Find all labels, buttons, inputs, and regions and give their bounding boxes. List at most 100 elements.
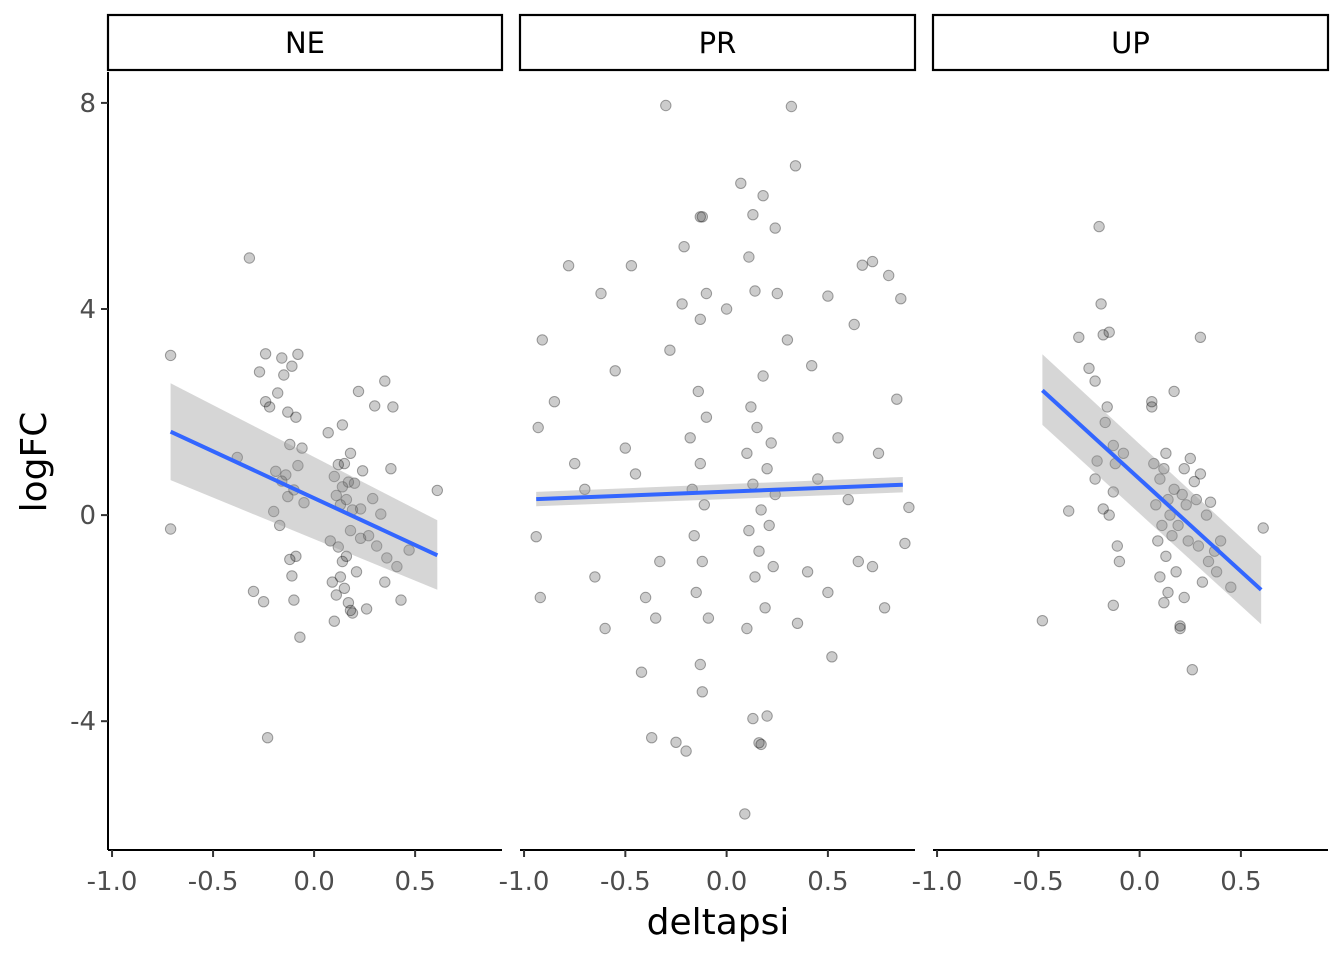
data-point [741, 447, 753, 459]
data-point [534, 591, 546, 604]
data-point [891, 393, 903, 405]
data-point [1101, 401, 1113, 413]
data-point [1146, 401, 1158, 413]
data-point [625, 260, 638, 272]
x-axis-ne: -1.0 -0.5 0.0 0.5 [87, 849, 502, 897]
data-point [532, 421, 544, 434]
data-point [1204, 496, 1217, 508]
data-point [720, 303, 733, 315]
data-point [848, 318, 860, 331]
data-point [352, 385, 365, 398]
data-point [1196, 576, 1209, 588]
data-point [276, 352, 288, 364]
data-point [702, 612, 715, 624]
data-point [822, 586, 834, 599]
data-point [866, 255, 879, 268]
data-point [367, 492, 379, 505]
data-point [375, 508, 387, 520]
data-point [589, 571, 601, 583]
data-point [340, 550, 353, 562]
data-point [769, 222, 781, 234]
data-point [1178, 591, 1190, 604]
data-point [354, 532, 367, 544]
data-point [1095, 298, 1107, 310]
data-point [164, 523, 177, 535]
data-point [755, 504, 767, 516]
data-point [635, 666, 648, 678]
data-point [348, 477, 361, 489]
data-point [336, 555, 349, 568]
data-point [1225, 581, 1237, 593]
data-point [1210, 566, 1223, 578]
data-point [286, 360, 298, 372]
y-axis: 8 4 0 -4 [70, 72, 109, 850]
data-point [338, 457, 351, 470]
data-point [294, 631, 306, 643]
data-point [739, 808, 751, 820]
data-point [1160, 550, 1172, 562]
x-tick-label: -1.0 [87, 867, 138, 897]
data-point [381, 552, 393, 564]
data-point [745, 401, 757, 413]
data-point [350, 566, 363, 578]
x-tick-label: -0.5 [188, 867, 239, 897]
data-point [369, 400, 381, 412]
data-point [1166, 530, 1178, 542]
facet-strip-ne [106, 13, 504, 72]
data-point [698, 499, 710, 511]
data-point [1063, 505, 1075, 517]
data-point [342, 597, 355, 609]
data-point [842, 493, 854, 506]
data-point [609, 365, 621, 377]
data-point [1158, 597, 1170, 609]
data-point [757, 370, 769, 382]
data-point [403, 544, 415, 556]
data-point [872, 447, 885, 459]
data-point [328, 470, 340, 483]
data-point [286, 570, 298, 582]
data-point [284, 438, 296, 451]
x-axis-title: deltapsi [647, 902, 790, 943]
data-point [1107, 439, 1120, 452]
data-point [1150, 499, 1162, 511]
data-point [1097, 503, 1109, 515]
data-point [530, 531, 542, 543]
data-point [280, 469, 292, 481]
data-point [1152, 535, 1164, 547]
data-point [1194, 331, 1207, 343]
x-tick-label: 0.0 [1119, 867, 1160, 897]
data-point [562, 260, 575, 272]
data-point [536, 334, 548, 346]
data-point [599, 622, 611, 635]
data-point [1158, 463, 1170, 475]
data-point [757, 190, 769, 202]
data-point [330, 489, 342, 502]
data-point [330, 589, 342, 601]
data-point [324, 535, 336, 547]
facet-strip-label: UP [1111, 26, 1150, 60]
data-point [1188, 475, 1201, 488]
data-point [743, 251, 755, 263]
data-point [362, 530, 375, 542]
data-point [749, 285, 761, 297]
data-point [1107, 486, 1120, 498]
data-point [379, 375, 391, 387]
fit-line [169, 429, 439, 558]
data-point [1168, 483, 1180, 495]
data-point [1154, 473, 1166, 485]
data-point [832, 432, 844, 444]
data-point [1214, 535, 1227, 547]
x-tick-label: 0.0 [706, 867, 747, 897]
data-point [761, 463, 773, 475]
data-point [1097, 329, 1109, 341]
data-point [692, 385, 704, 398]
data-point [801, 566, 814, 578]
data-point [292, 348, 304, 360]
x-axis-up: -1.0 -0.5 0.0 0.5 [912, 849, 1328, 897]
data-point [278, 369, 290, 381]
data-point [650, 612, 662, 624]
data-point [1148, 457, 1160, 470]
data-point [866, 560, 879, 573]
x-tick-label: -0.5 [1013, 867, 1064, 897]
